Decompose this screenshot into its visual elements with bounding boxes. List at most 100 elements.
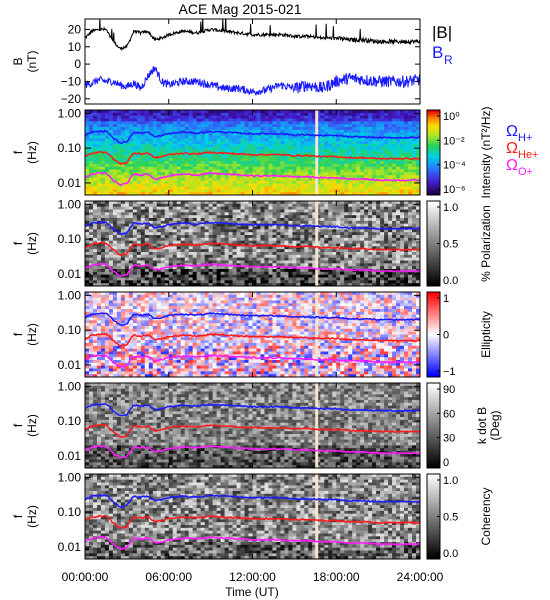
heatmap-cell — [248, 192, 254, 195]
heatmap-cell — [276, 192, 282, 195]
heatmap-cell — [176, 178, 182, 182]
heatmap-cell — [220, 232, 226, 236]
heatmap-cell — [264, 135, 270, 139]
heatmap-cell — [252, 254, 258, 259]
heatmap-cell — [132, 277, 138, 281]
heatmap-cell — [112, 132, 118, 137]
heatmap-cell — [348, 163, 353, 168]
heatmap-cell — [304, 141, 309, 145]
heatmap-cell — [328, 158, 333, 162]
heatmap-cell — [284, 203, 289, 208]
heatmap-cell — [288, 192, 293, 195]
heatmap-cell — [304, 112, 309, 117]
heatmap-cell — [392, 249, 397, 253]
heatmap-cell — [352, 263, 357, 267]
heatmap-cell — [224, 183, 230, 188]
heatmap-cell — [232, 138, 238, 142]
heatmap-cell — [200, 132, 206, 137]
heatmap-cell — [336, 149, 341, 154]
heatmap-cell — [92, 127, 98, 131]
colorbar-swatch — [427, 135, 440, 139]
heatmap-cell — [396, 163, 401, 168]
heatmap-cell — [368, 260, 373, 264]
heatmap-cell — [300, 274, 305, 279]
heatmap-cell — [360, 186, 365, 190]
heatmap-cell — [392, 135, 397, 139]
heatmap-cell — [328, 271, 333, 276]
heatmap-cell — [208, 189, 214, 193]
heatmap-cell — [336, 132, 341, 137]
heatmap-cell — [252, 149, 258, 154]
heatmap-cell — [324, 163, 329, 168]
heatmap-cell — [340, 166, 345, 171]
heatmap-cell — [296, 240, 301, 245]
heatmap-cell — [104, 169, 110, 173]
heatmap-cell — [88, 220, 94, 225]
heatmap-cell — [136, 235, 142, 239]
heatmap-cell — [204, 263, 210, 267]
heatmap-cell — [196, 212, 202, 216]
heatmap-cell — [252, 237, 258, 242]
heatmap-cell — [104, 269, 110, 273]
heatmap-cell — [216, 155, 222, 159]
heatmap-cell — [260, 141, 266, 145]
heatmap-cell — [156, 144, 162, 148]
heatmap-cell — [348, 161, 353, 165]
heatmap-cell — [216, 124, 222, 128]
heatmap-cell — [132, 146, 138, 151]
heatmap-cell — [148, 280, 154, 284]
heatmap-cell — [252, 246, 258, 250]
series-line-b-total — [85, 19, 420, 52]
heatmap-cell — [140, 229, 146, 233]
heatmap-cell — [320, 240, 325, 245]
heatmap-cell — [120, 144, 126, 148]
heatmap-cell — [252, 112, 258, 117]
heatmap-cell — [256, 201, 262, 205]
heatmap-cell — [132, 161, 138, 165]
heatmap-cell — [404, 118, 409, 122]
heatmap-cell — [252, 180, 258, 185]
heatmap-cell — [112, 152, 118, 156]
heatmap-cell — [248, 280, 254, 284]
heatmap-cell — [276, 237, 282, 242]
heatmap-cell — [200, 149, 206, 154]
heatmap-cell — [200, 115, 206, 120]
heatmap-cell — [356, 277, 361, 281]
heatmap-cell — [156, 132, 162, 137]
heatmap-cell — [236, 269, 242, 273]
heatmap-cell — [296, 127, 301, 131]
heatmap-cell — [324, 283, 329, 286]
heatmap-cell — [276, 252, 282, 256]
gyrofrequency-line-o-plus — [85, 171, 420, 187]
heatmap-cell — [88, 124, 94, 128]
heatmap-cell — [280, 189, 286, 193]
heatmap-cell — [360, 266, 365, 270]
heatmap-cell — [176, 252, 182, 256]
heatmap-cell — [104, 115, 110, 120]
heatmap-cell — [264, 269, 270, 273]
heatmap-cell — [85, 226, 90, 230]
colorbar-swatch — [427, 133, 440, 136]
heatmap-cell — [124, 135, 130, 139]
heatmap-cell — [168, 124, 174, 128]
heatmap-cell — [380, 212, 385, 216]
heatmap-cell — [200, 144, 206, 148]
heatmap-cell — [152, 269, 158, 273]
heatmap-cell — [344, 235, 349, 239]
heatmap-cell — [240, 249, 246, 253]
heatmap-cell — [348, 220, 353, 225]
heatmap-cell — [344, 155, 349, 159]
heatmap-cell — [272, 266, 278, 270]
heatmap-cell — [280, 274, 286, 279]
heatmap-cell — [172, 223, 178, 228]
heatmap-cell — [268, 226, 274, 230]
heatmap-cell — [208, 209, 214, 213]
heatmap-cell — [108, 229, 114, 233]
heatmap-cell — [88, 271, 94, 276]
heatmap-cell — [416, 138, 420, 142]
heatmap-cell — [260, 161, 266, 165]
heatmap-cell — [328, 144, 333, 148]
heatmap-cell — [228, 269, 234, 273]
heatmap-cell — [104, 254, 110, 259]
heatmap-cell — [312, 271, 317, 276]
